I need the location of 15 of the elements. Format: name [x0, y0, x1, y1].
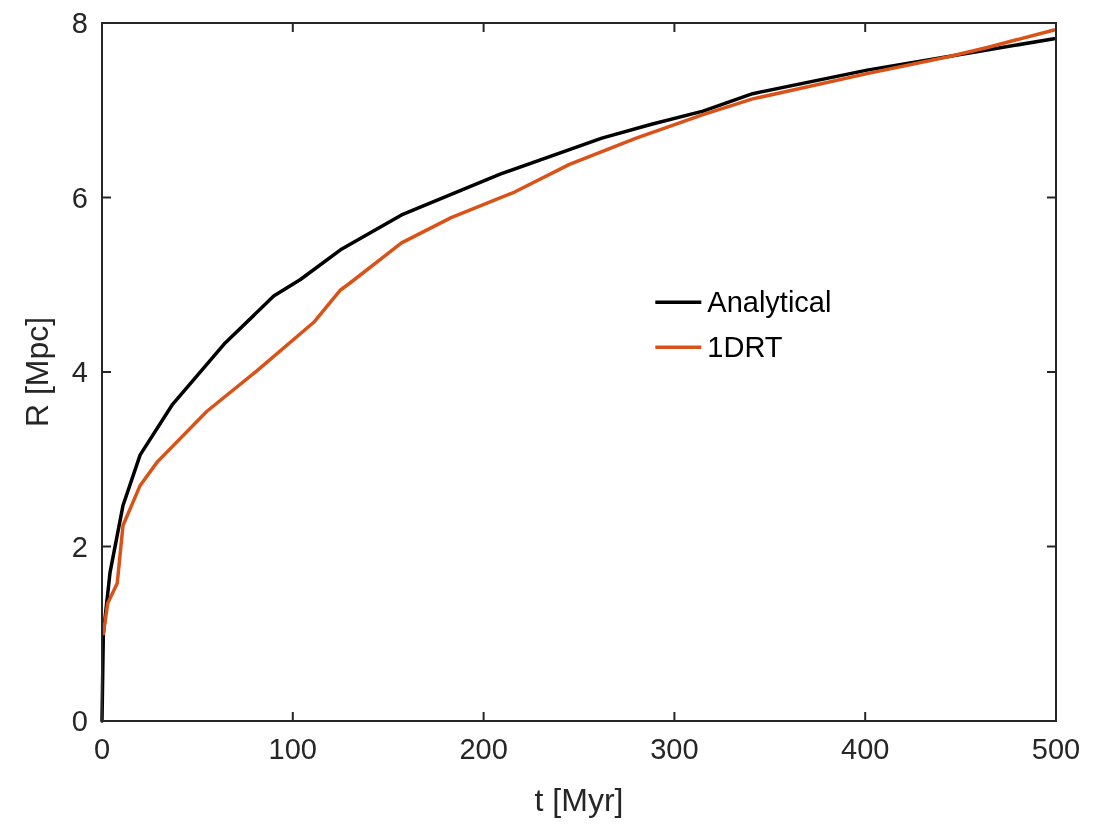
y-tick-label: 6 — [71, 181, 88, 214]
y-tick-label: 4 — [71, 356, 88, 388]
y-tick-label: 2 — [71, 530, 88, 563]
x-tick-label: 300 — [650, 733, 699, 765]
y-tick-label: 8 — [71, 7, 88, 39]
x-tick-label: 100 — [268, 733, 317, 765]
x-axis-title: t [Myr] — [534, 782, 624, 818]
x-tick-label: 400 — [841, 733, 890, 765]
x-tick-label: 0 — [93, 733, 111, 765]
y-axis-title: R [Mpc] — [19, 316, 55, 428]
legend-label: Analytical — [707, 286, 832, 319]
x-tick-label: 200 — [459, 733, 508, 765]
x-tick-label: 500 — [1031, 733, 1081, 765]
y-tick-label: 0 — [71, 705, 88, 737]
legend-label: 1DRT — [707, 331, 783, 364]
